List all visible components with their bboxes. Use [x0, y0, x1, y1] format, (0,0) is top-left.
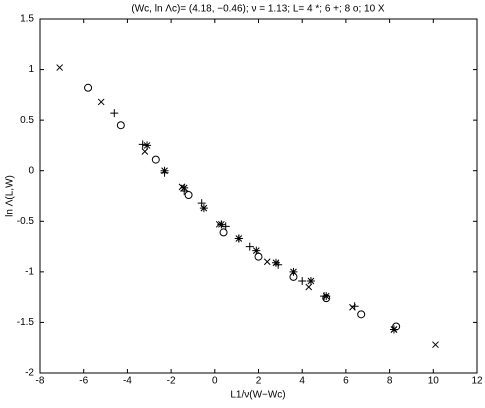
point — [97, 98, 105, 106]
y-tick-label: -2 — [25, 368, 34, 379]
y-tick-label: -1 — [25, 266, 34, 277]
x-tick-label: 12 — [471, 376, 483, 387]
point — [151, 155, 160, 164]
y-tick-label: -0.5 — [17, 216, 35, 227]
point — [432, 341, 439, 349]
x-tick-label: -8 — [36, 376, 45, 387]
point — [84, 83, 93, 92]
point — [184, 190, 193, 199]
point — [305, 283, 313, 291]
point — [217, 220, 226, 229]
point — [306, 276, 315, 285]
point — [263, 258, 271, 266]
y-axis-label: ln Λ(L,W) — [5, 175, 16, 217]
x-tick-label: -6 — [79, 376, 88, 387]
point — [252, 246, 261, 255]
y-tick-label: -1.5 — [17, 317, 35, 328]
y-tick-label: 1 — [28, 64, 34, 75]
x-tick-label: 10 — [428, 376, 440, 387]
point — [143, 141, 152, 150]
x-tick-label: -2 — [167, 376, 176, 387]
x-tick-label: 8 — [387, 376, 393, 387]
point — [298, 276, 307, 285]
point — [271, 258, 280, 267]
y-tick-label: 1.5 — [20, 14, 34, 25]
point — [245, 242, 254, 251]
y-tick-label: 0.5 — [20, 115, 34, 126]
x-axis-label: L1/ν(W−Wc) — [230, 390, 285, 401]
point — [160, 166, 169, 175]
point — [219, 228, 228, 237]
point — [110, 109, 119, 118]
x-tick-label: 4 — [299, 376, 305, 387]
point — [180, 183, 189, 192]
point — [199, 204, 208, 213]
y-tick-label: 0 — [28, 165, 34, 176]
point — [322, 292, 331, 301]
point — [350, 302, 359, 311]
point — [56, 64, 64, 71]
point — [116, 121, 125, 130]
x-tick-label: 6 — [343, 376, 349, 387]
point — [357, 310, 366, 319]
x-tick-label: -4 — [123, 376, 132, 387]
chart-title: (Wc, ln Λc)= (4.18, −0.46); ν = 1.13; L=… — [131, 4, 385, 15]
point — [141, 148, 149, 155]
point — [234, 234, 243, 243]
point — [389, 325, 398, 334]
x-tick-label: 0 — [212, 376, 218, 387]
point — [289, 267, 298, 276]
x-tick-label: 2 — [256, 376, 262, 387]
